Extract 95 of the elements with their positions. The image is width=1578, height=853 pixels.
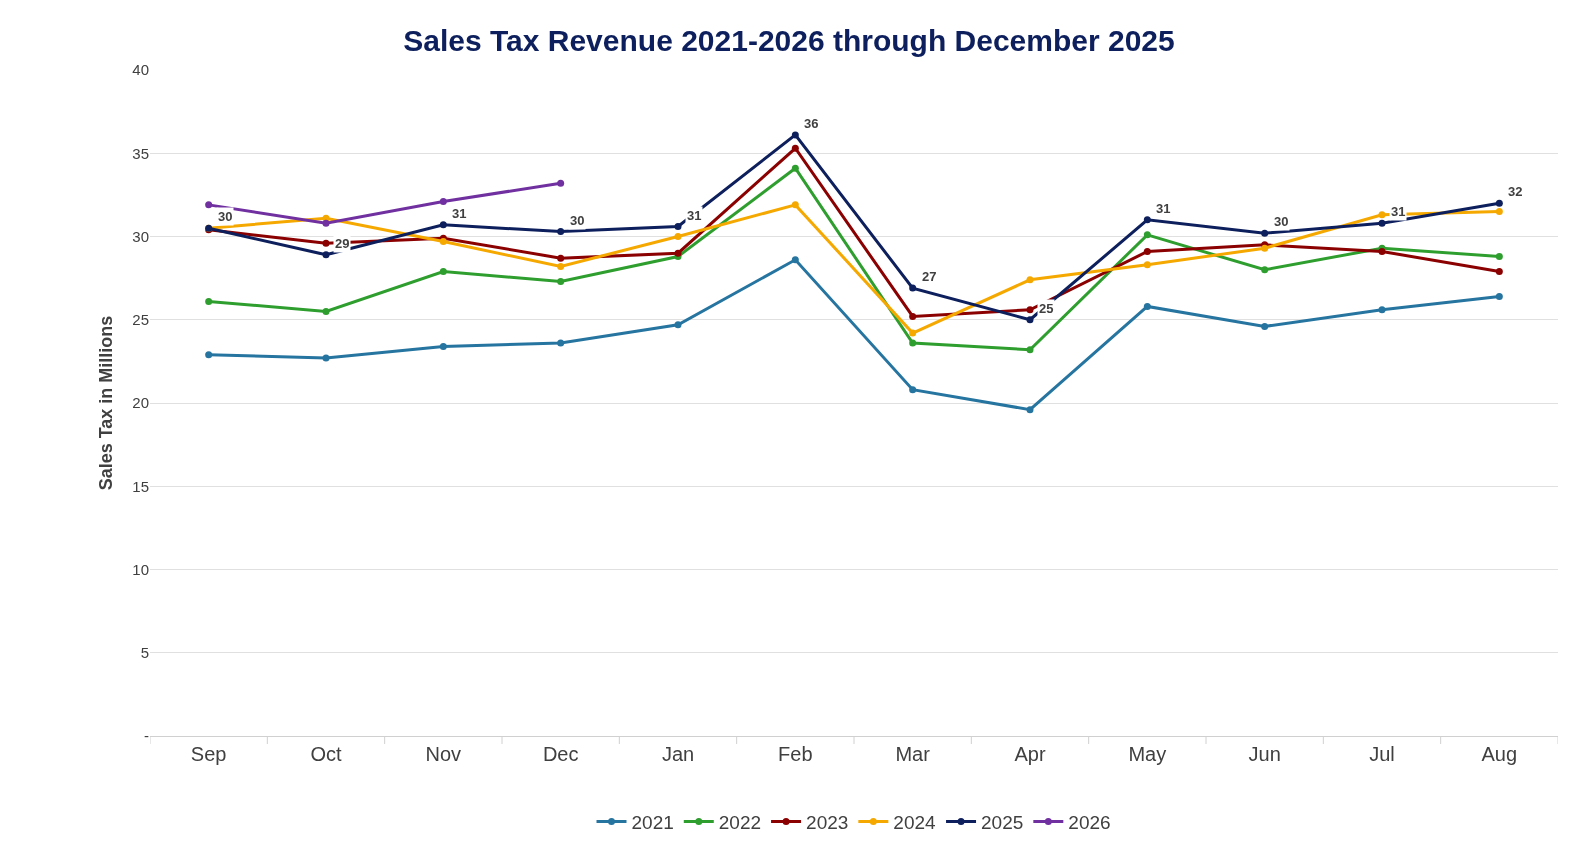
point xyxy=(1026,406,1034,414)
data-label: 29 xyxy=(335,236,350,251)
point xyxy=(1143,261,1151,269)
y-tick-label: 35 xyxy=(132,144,149,162)
data-label: 31 xyxy=(452,206,467,221)
point xyxy=(1026,316,1034,324)
point xyxy=(791,144,799,152)
legend-label: 2022 xyxy=(718,811,762,833)
point xyxy=(909,339,917,347)
point xyxy=(674,223,682,231)
point xyxy=(439,221,447,229)
point xyxy=(791,201,799,209)
chart-title: Sales Tax Revenue 2021-2026 through December 2025 xyxy=(403,23,1175,57)
point xyxy=(1026,276,1034,284)
point xyxy=(322,239,330,247)
y-tick-label: 40 xyxy=(132,61,149,79)
point xyxy=(557,179,565,187)
point xyxy=(1026,306,1034,314)
data-label: 31 xyxy=(1156,201,1171,216)
point xyxy=(322,219,330,227)
x-tick-label: Jun xyxy=(1248,743,1281,765)
point xyxy=(439,267,447,275)
x-tick-label: Jan xyxy=(661,743,695,765)
point xyxy=(1143,302,1151,310)
point xyxy=(1143,216,1151,224)
point xyxy=(674,233,682,240)
point xyxy=(1026,346,1034,354)
x-tick-label: Mar xyxy=(895,743,931,765)
x-tick-label: May xyxy=(1128,743,1167,765)
data-label: 31 xyxy=(1391,204,1406,219)
x-tick-label: Nov xyxy=(425,743,462,765)
point xyxy=(1143,231,1151,239)
data-label: 25 xyxy=(1039,301,1054,316)
point xyxy=(439,198,447,206)
data-label: 30 xyxy=(1274,214,1289,229)
x-tick-label: Feb xyxy=(778,743,813,765)
legend-label: 2025 xyxy=(981,811,1024,833)
point xyxy=(1143,247,1151,255)
legend-label: 2023 xyxy=(806,811,849,833)
point xyxy=(439,342,447,350)
point xyxy=(439,238,447,245)
point xyxy=(1261,322,1269,330)
point xyxy=(1261,229,1269,237)
point xyxy=(1495,208,1503,216)
point xyxy=(1378,219,1386,227)
point xyxy=(909,284,917,292)
data-label: 31 xyxy=(687,208,702,223)
point xyxy=(205,297,213,305)
x-tick-label: Apr xyxy=(1014,743,1046,765)
data-label: 30 xyxy=(218,209,233,224)
x-tick-label: Sep xyxy=(190,743,227,765)
point xyxy=(909,312,917,320)
point xyxy=(1495,292,1503,300)
data-label: 36 xyxy=(804,116,819,131)
point xyxy=(557,254,565,262)
point xyxy=(322,307,330,315)
x-tick-label: Oct xyxy=(310,743,342,765)
x-tick-label: Jul xyxy=(1369,743,1395,765)
y-tick-label: 10 xyxy=(132,560,149,578)
x-tick-label: Aug xyxy=(1481,743,1518,765)
point xyxy=(1495,252,1503,260)
point xyxy=(557,262,565,270)
legend-label: 2024 xyxy=(893,811,937,833)
point xyxy=(205,201,213,209)
point xyxy=(205,351,213,359)
point xyxy=(1378,211,1386,219)
data-label: 32 xyxy=(1508,184,1523,199)
y-tick-label: 30 xyxy=(132,227,149,245)
point xyxy=(1495,267,1503,275)
y-tick-label: 25 xyxy=(132,311,149,328)
y-axis-title: Sales Tax in Millions xyxy=(95,315,116,491)
y-tick-label: 15 xyxy=(132,477,149,495)
point xyxy=(322,251,330,259)
data-label: 27 xyxy=(922,269,937,284)
legend-label: 2021 xyxy=(631,811,674,833)
point xyxy=(1261,266,1269,274)
point xyxy=(557,228,565,236)
point xyxy=(909,386,917,394)
point xyxy=(1495,199,1503,207)
y-tick-label: 5 xyxy=(140,644,149,661)
point xyxy=(791,164,799,172)
point xyxy=(674,321,682,329)
y-tick-label: 20 xyxy=(132,394,149,412)
y-tick-label: - xyxy=(144,727,149,745)
point xyxy=(322,354,330,362)
point xyxy=(1378,306,1386,314)
point xyxy=(909,329,917,337)
data-label: 30 xyxy=(570,213,585,228)
point xyxy=(791,131,799,139)
x-tick-label: Dec xyxy=(542,743,579,765)
point xyxy=(557,339,565,347)
point xyxy=(791,256,799,264)
point xyxy=(557,277,565,285)
legend-label: 2026 xyxy=(1068,811,1111,833)
point xyxy=(674,249,682,257)
